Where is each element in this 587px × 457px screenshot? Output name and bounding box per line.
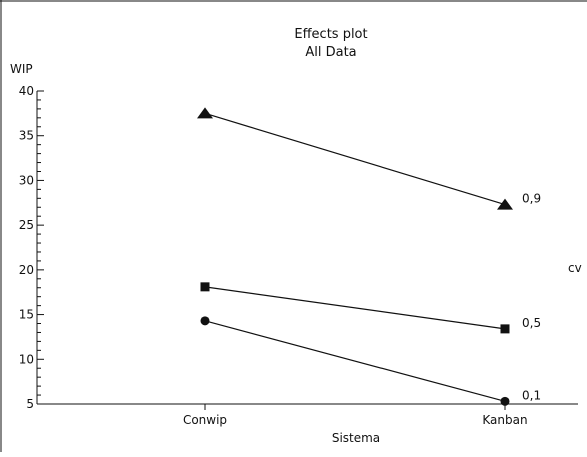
- y-tick-label: 20: [19, 263, 34, 277]
- y-axis-label: WIP: [10, 62, 33, 76]
- chart-subtitle: All Data: [305, 45, 356, 60]
- y-tick-label: 15: [19, 308, 34, 322]
- y-tick-label: 40: [19, 84, 34, 98]
- series-label: 0,1: [522, 388, 541, 402]
- legend-title: cv: [568, 261, 582, 275]
- circle-marker: [200, 316, 210, 326]
- y-tick-label: 5: [26, 397, 34, 411]
- y-tick-label: 25: [19, 218, 34, 232]
- series-line: [204, 286, 506, 330]
- x-tick-label: Conwip: [183, 413, 227, 427]
- series-group: 0,9 0,5 0,1: [197, 107, 541, 406]
- series-label: 0,5: [522, 316, 541, 330]
- series-line: [204, 112, 506, 206]
- square-marker: [500, 324, 510, 334]
- x-tick-label: Kanban: [482, 413, 527, 427]
- triangle-marker: [197, 107, 213, 119]
- circle-marker: [500, 396, 510, 406]
- series-line: [204, 320, 506, 402]
- triangle-marker: [497, 198, 513, 210]
- y-axis-ticks: 5 10 15 20 25 30 35 40: [19, 84, 44, 411]
- y-tick-label: 30: [19, 173, 34, 187]
- series-label: 0,9: [522, 192, 541, 206]
- x-axis-label: Sistema: [332, 431, 380, 445]
- x-axis-ticks: Conwip Kanban: [183, 404, 528, 427]
- chart-title: Effects plot: [294, 27, 367, 42]
- y-tick-label: 10: [19, 352, 34, 366]
- square-marker: [200, 282, 210, 292]
- y-tick-label: 35: [19, 129, 34, 143]
